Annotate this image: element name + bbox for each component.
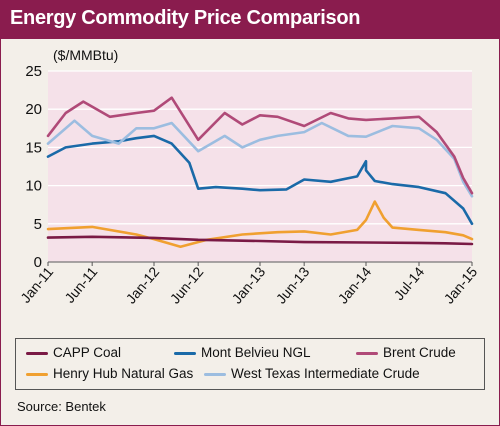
legend-item-brent-crude: Brent Crude — [356, 345, 456, 360]
legend-swatch-mont-belvieu-ngl — [174, 351, 196, 355]
x-tick-label: Jul-14 — [391, 263, 428, 303]
chart-title: Energy Commodity Price Comparison — [10, 7, 361, 29]
title-bar: Energy Commodity Price Comparison — [1, 1, 499, 39]
legend-swatch-brent-crude — [356, 351, 378, 355]
series-line-capp-coal — [46, 235, 474, 246]
legend-item-mont-belvieu-ngl: Mont Belvieu NGL — [174, 345, 311, 360]
legend-label-capp-coal: CAPP Coal — [53, 345, 122, 360]
x-tick-label: Jan-14 — [335, 263, 375, 306]
y-tick-label: 0 — [34, 254, 42, 271]
x-tick-label: Jun-12 — [167, 263, 207, 306]
legend-item-capp-coal: CAPP Coal — [26, 345, 121, 360]
source-note: Source: Bentek — [17, 399, 106, 414]
legend-item-wti-crude: West Texas Intermediate Crude — [204, 366, 420, 381]
legend-swatch-henry-hub — [26, 372, 48, 376]
legend-label-wti-crude: West Texas Intermediate Crude — [231, 366, 420, 381]
series-line-mont-belvieu-ngl — [46, 134, 474, 226]
legend-swatch-capp-coal — [26, 351, 48, 355]
x-tick-label: Jan-13 — [229, 263, 269, 306]
x-tick-label: Jan-12 — [123, 263, 163, 306]
y-tick-label: 25 — [25, 63, 42, 80]
legend: CAPP Coal Mont Belvieu NGL Brent Crude H… — [15, 338, 485, 390]
y-tick-label: 10 — [25, 178, 42, 195]
x-tick-label: Jan-15 — [441, 263, 481, 306]
legend-item-henry-hub: Henry Hub Natural Gas — [26, 366, 193, 381]
legend-label-henry-hub: Henry Hub Natural Gas — [53, 366, 194, 381]
series-line-brent-crude — [46, 96, 474, 195]
legend-label-mont-belvieu-ngl: Mont Belvieu NGL — [201, 345, 311, 360]
x-tick-label: Jun-13 — [273, 263, 313, 306]
y-tick-label: 20 — [25, 101, 42, 118]
y-tick-label: 15 — [25, 139, 42, 156]
legend-label-brent-crude: Brent Crude — [383, 345, 456, 360]
x-tick-label: Jun-11 — [61, 263, 100, 305]
y-axis-label: ($/MMBtu) — [53, 47, 118, 63]
series-line-west-texas-intermediate-crude — [46, 119, 474, 198]
y-tick-label: 5 — [34, 216, 42, 233]
legend-swatch-wti-crude — [204, 372, 226, 376]
